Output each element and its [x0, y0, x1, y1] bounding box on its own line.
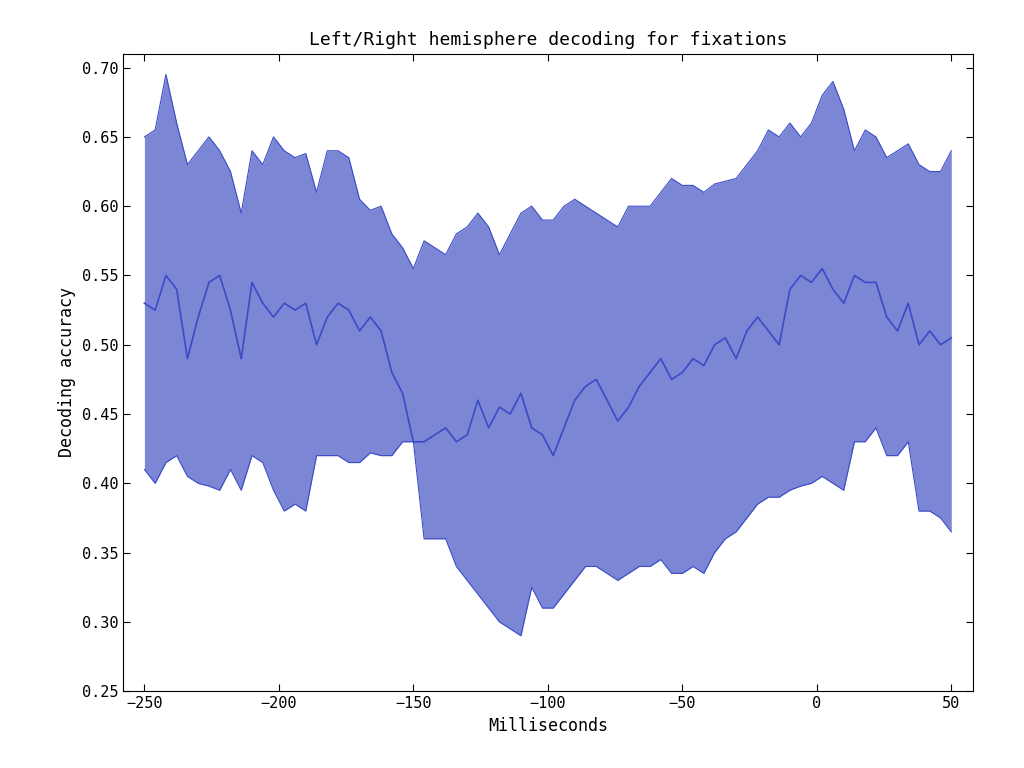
Title: Left/Right hemisphere decoding for fixations: Left/Right hemisphere decoding for fixat…: [308, 31, 787, 49]
Y-axis label: Decoding accuracy: Decoding accuracy: [58, 287, 76, 458]
X-axis label: Milliseconds: Milliseconds: [487, 717, 608, 735]
